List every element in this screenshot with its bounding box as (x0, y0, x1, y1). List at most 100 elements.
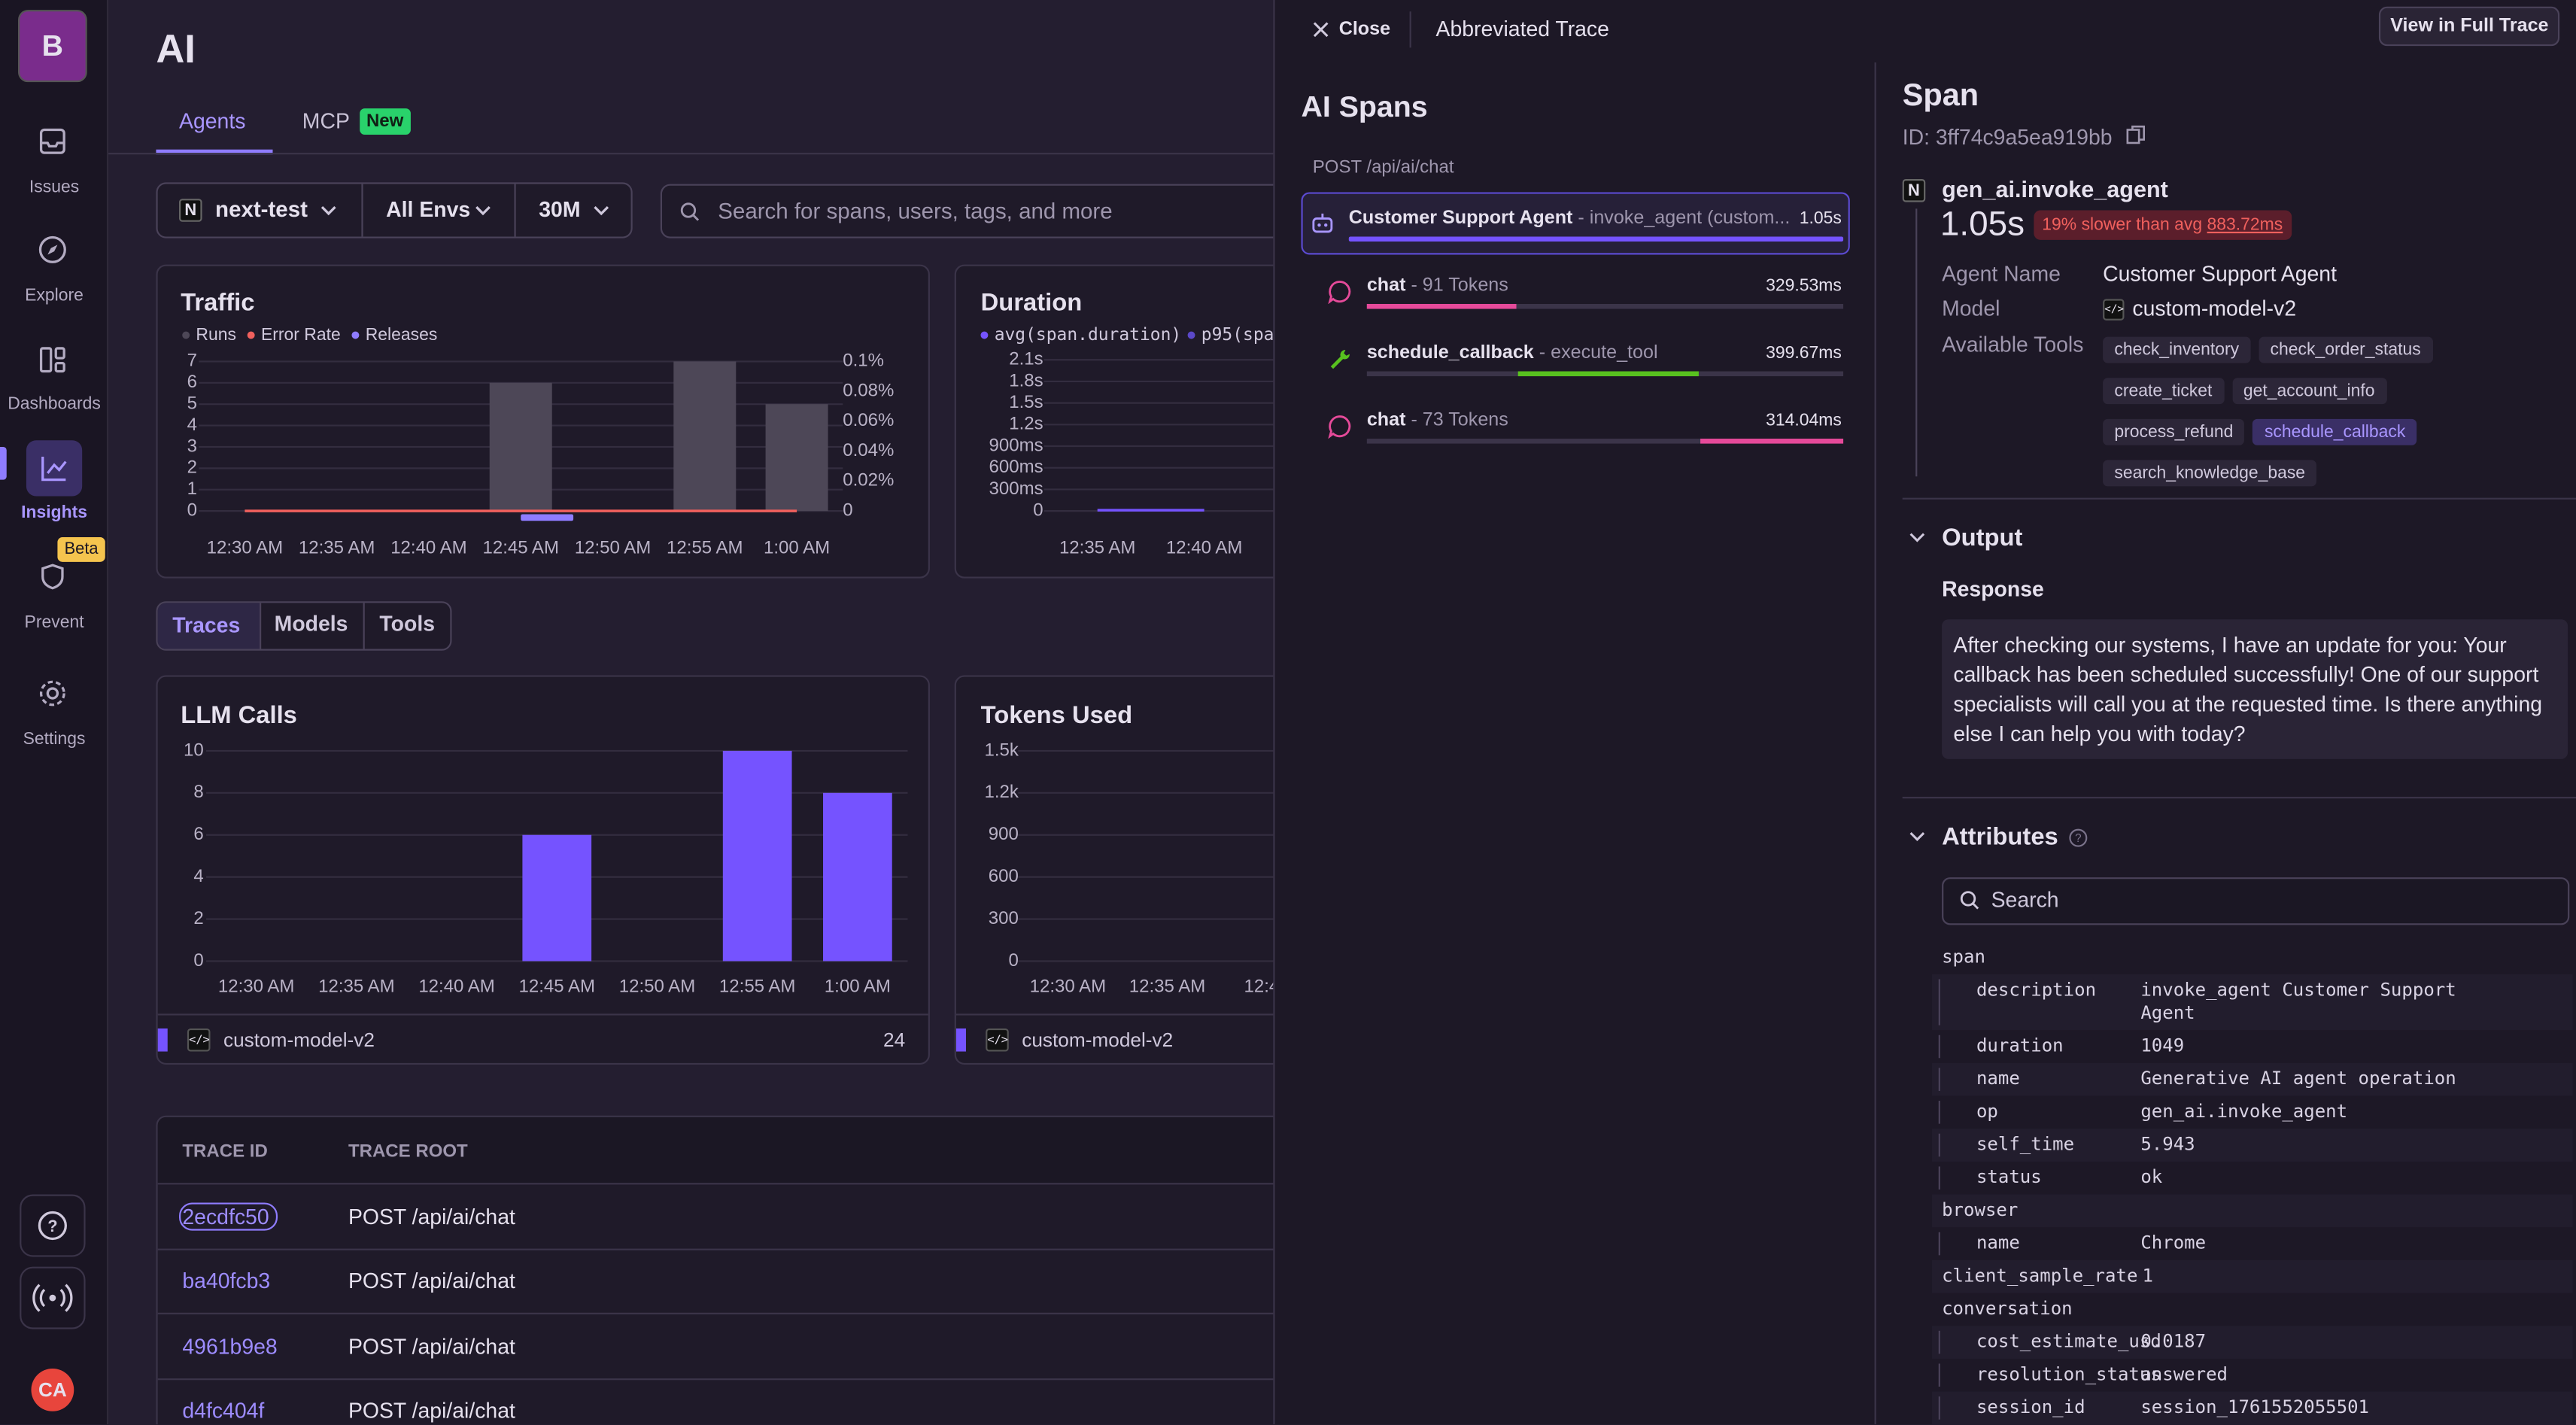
attribute-key: duration (1938, 1035, 2149, 1059)
chevron[interactable] (1909, 831, 1925, 844)
dashboards-icon (39, 347, 65, 373)
x-tick-label: 12:45 AM (519, 977, 595, 997)
attribute-value: ok (2140, 1166, 2163, 1188)
attribute-key: description (1938, 979, 2149, 1025)
nav-item[interactable]: Explore (25, 285, 84, 306)
span-duration: 329.53ms (1766, 275, 1842, 296)
nav-item[interactable]: Settings (23, 729, 86, 749)
trace-id[interactable]: 2ecdfc50 (182, 1204, 269, 1229)
chart-tab[interactable]: Traces (172, 612, 241, 638)
column-header: TRACE ROOT (348, 1141, 468, 1162)
x-tick-label: 12:35 AM (1059, 538, 1135, 558)
beta-badge: Beta (57, 537, 105, 562)
copy-icon[interactable] (2126, 125, 2146, 144)
y-tick-label: 2.1s (1009, 349, 1043, 369)
tool-chip[interactable]: process_refund (2103, 418, 2245, 445)
bar (823, 792, 892, 962)
attribute-tree: span description invoke_agent Customer Sup… (1931, 941, 2573, 1425)
page-title: AI (156, 28, 196, 73)
table-header (157, 1117, 1338, 1185)
span-name: Customer Support Agent (1348, 208, 1573, 229)
tool-chip[interactable]: search_knowledge_base (2103, 460, 2317, 487)
tool-chip[interactable]: create_ticket (2103, 378, 2224, 405)
separator (363, 603, 365, 649)
attribute-search[interactable] (1942, 877, 2570, 925)
row-divider (157, 1312, 1338, 1314)
project-select[interactable]: next-test (215, 197, 308, 222)
attribute-value: 0.0187 (2140, 1330, 2207, 1353)
tab[interactable]: MCP (302, 108, 350, 133)
org-avatar[interactable]: B (18, 10, 87, 83)
broadcast-button[interactable] (20, 1266, 86, 1329)
x-tick-label: 1:00 AM (764, 538, 830, 558)
y2-tick-label: 0 (843, 500, 852, 520)
y-tick-label: 600 (989, 866, 1019, 886)
chart-tab[interactable]: Tools (379, 611, 436, 637)
tab[interactable]: Agents (179, 108, 246, 133)
span-row-selected[interactable] (1301, 192, 1850, 255)
help-button[interactable]: ? (20, 1194, 86, 1257)
span-detail: - invoke_agent (custom... (1572, 208, 1791, 229)
env-select[interactable]: All Envs (386, 197, 471, 222)
user-avatar[interactable]: CA (31, 1368, 74, 1411)
y-tick-label: 1.5s (1009, 392, 1043, 412)
span-detail: - 73 Tokens (1405, 410, 1508, 431)
period-select[interactable]: 30M (539, 197, 581, 222)
llm-calls-card: 0 2 4 6 8 10 12:30 AM 12:35 AM 12:40 AM 12:45 AM 1… (156, 675, 930, 1065)
attribute-value: answered (2140, 1363, 2228, 1385)
y2-tick-label: 0.02% (843, 470, 894, 491)
trace-id[interactable]: d4fc404f (182, 1398, 265, 1423)
tool-chip[interactable]: schedule_callback (2252, 418, 2417, 445)
attribute-value: 5.943 (2140, 1133, 2195, 1156)
nav-item[interactable]: Insights (21, 503, 88, 523)
chart-tabs (156, 601, 452, 651)
nav-item[interactable]: Prevent (24, 612, 84, 633)
nav-item[interactable]: Issues (29, 177, 80, 198)
span-id: ID: 3ff74c9a5ea919bb (1902, 124, 2113, 150)
attribute-row: name Generative AI agent operation (1931, 1062, 2573, 1096)
tool-chips: check_inventory check_order_status create_… (2103, 333, 2497, 497)
attribute-row: self_time 5.943 (1931, 1129, 2573, 1162)
y-tick-label: 2 (187, 457, 197, 478)
legend-dot: ● (1186, 325, 1197, 345)
active-highlight (26, 440, 83, 497)
chevron[interactable] (1909, 533, 1925, 545)
y-tick-label: 1.8s (1009, 370, 1043, 390)
tool-chip[interactable]: check_inventory (2103, 336, 2251, 363)
svg-text:?: ? (2075, 832, 2082, 845)
y-tick-label: 8 (193, 782, 203, 802)
tool-chip[interactable]: get_account_info (2231, 378, 2386, 405)
attribute-row: client_sample_rate 1 (1931, 1259, 2573, 1293)
project-icon: N (179, 199, 202, 222)
attribute-row: status ok (1932, 1162, 2573, 1195)
trace-id[interactable]: ba40fcb3 (182, 1268, 271, 1293)
chart-title: Duration (980, 289, 1083, 318)
span-bar (1517, 371, 1699, 377)
full-trace-button[interactable]: View in Full Trace (2378, 6, 2560, 47)
issues-icon (39, 128, 65, 154)
search-box[interactable] (660, 184, 1350, 239)
legend-label: Error Rate (260, 325, 341, 345)
tab-underline (156, 149, 273, 155)
series-swatch (157, 1028, 168, 1052)
llm-calls-chart: 0 2 4 6 8 10 12:30 AM 12:35 AM 12:40 AM 12:45 AM 1… (184, 740, 908, 997)
y-tick-label: 6 (193, 824, 203, 844)
attribute-row: session_id session_1761552055501 (1931, 1391, 2573, 1425)
bar (765, 404, 828, 512)
close-button[interactable]: Close (1338, 20, 1391, 40)
sidebar: B Issues Explore Dashboards Insights Bet… (0, 0, 109, 1425)
search-placeholder: Search (1991, 887, 2059, 912)
x-tick-label: 12:35 AM (299, 538, 375, 558)
tool-chip[interactable]: check_order_status (2259, 336, 2432, 363)
chart-tab[interactable]: Models (274, 611, 348, 637)
series-name: custom-model-v2 (223, 1028, 375, 1052)
nav-item[interactable]: Dashboards (8, 394, 101, 415)
x-tick-label: 12:50 AM (575, 538, 651, 558)
trace-id[interactable]: 4961b9e8 (182, 1334, 278, 1359)
span-duration: 314.04ms (1766, 410, 1842, 431)
span-name: chat (1366, 275, 1406, 296)
bar (722, 750, 792, 962)
attribute-row: conversation (1932, 1293, 2573, 1326)
model-icon: </> (986, 1028, 1009, 1052)
legend-label: Releases (365, 325, 438, 345)
